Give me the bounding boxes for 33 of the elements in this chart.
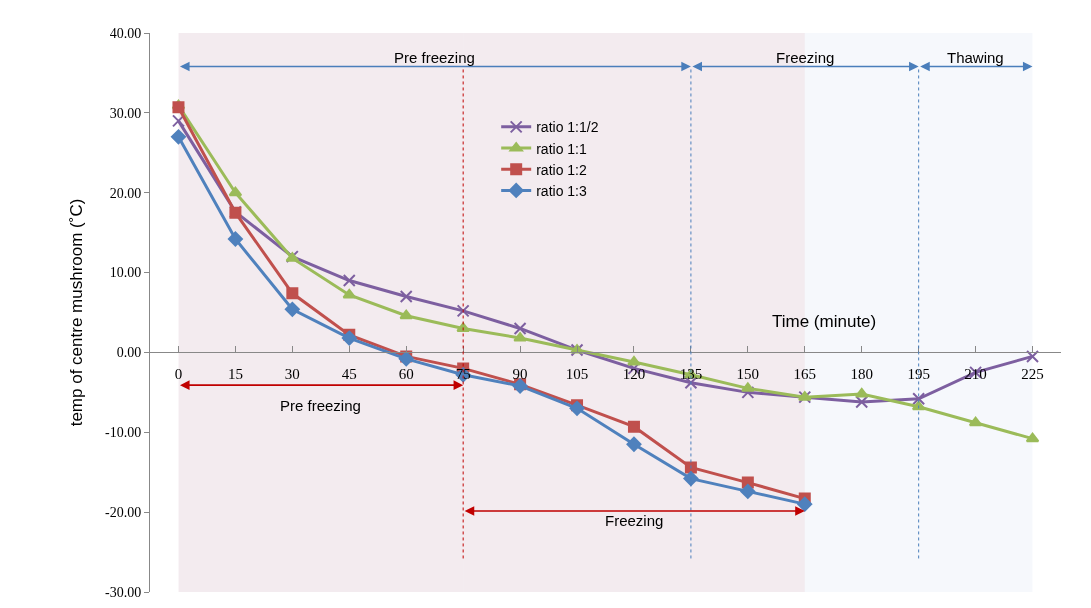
y-tick-label: 0.00: [116, 345, 142, 361]
x-tick-label: 165: [793, 366, 817, 383]
x-tick-label: 105: [565, 366, 589, 383]
band-label: Pre freezing: [280, 397, 361, 414]
x-tick-label: 75: [455, 366, 471, 383]
x-tick-label: 120: [622, 366, 646, 383]
x-tick-label: 15: [227, 366, 243, 383]
y-tick-label: -20.00: [105, 505, 142, 521]
y-tick-label: 20.00: [109, 185, 142, 201]
band-label: Freezing: [605, 512, 664, 529]
x-tick-label: 45: [341, 366, 357, 383]
y-axis-title: temp of centre mushroom (˚C): [66, 198, 86, 427]
legend-label: ratio 1:3: [536, 182, 587, 199]
x-tick-label: 195: [907, 366, 930, 383]
legend-label: ratio 1:1: [536, 140, 587, 157]
legend-label: ratio 1:2: [536, 161, 587, 178]
x-tick-label: 225: [1021, 366, 1044, 383]
y-tick-label: 40.00: [109, 25, 142, 41]
y-tick-label: -30.00: [105, 584, 142, 600]
x-tick-label: 0: [174, 366, 183, 383]
x-axis-title: Time (minute): [772, 312, 877, 331]
x-tick-label: 30: [284, 366, 300, 383]
x-tick-label: 150: [736, 366, 760, 383]
band-label: Pre freezing: [394, 49, 475, 66]
legend-label: ratio 1:1/2: [536, 119, 599, 136]
y-tick-label: -10.00: [105, 425, 142, 441]
y-tick-label: 30.00: [109, 105, 142, 121]
band-label: Freezing: [776, 49, 835, 66]
x-tick-label: 180: [850, 366, 873, 383]
x-tick-label: 90: [512, 366, 528, 383]
y-tick-label: 10.00: [109, 265, 142, 281]
band-label: Thawing: [947, 49, 1004, 66]
x-tick-label: 60: [398, 366, 414, 383]
